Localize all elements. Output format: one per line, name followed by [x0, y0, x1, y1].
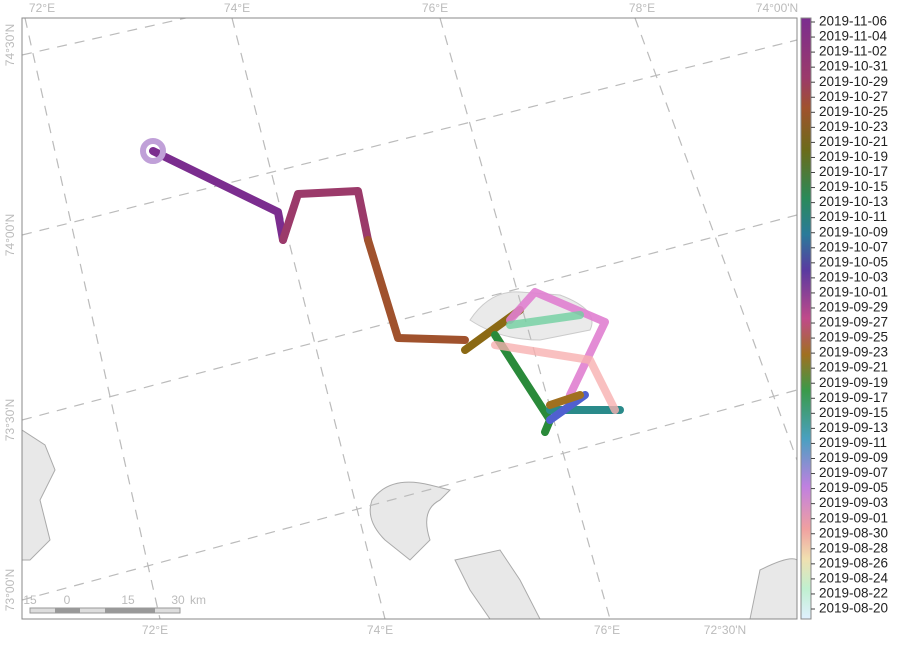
left-label: 73°30'N: [3, 399, 17, 441]
scale-label: 0: [64, 593, 71, 607]
colorbar-label: 2019-09-09: [819, 450, 888, 465]
colorbar-label: 2019-10-03: [819, 269, 888, 284]
left-label: 74°30'N: [3, 24, 17, 66]
colorbar-label: 2019-10-11: [819, 209, 887, 224]
graticule: [22, 18, 797, 619]
colorbar-label: 2019-10-09: [819, 224, 888, 239]
colorbar-label: 2019-09-23: [819, 345, 888, 360]
track: [149, 147, 624, 436]
scale-bar: [29, 607, 181, 614]
colorbar-label: 2019-11-04: [819, 29, 888, 44]
colorbar-label: 2019-08-26: [819, 555, 888, 570]
colorbar-label: 2019-10-17: [819, 164, 888, 179]
colorbar-label: 2019-08-22: [819, 586, 888, 601]
colorbar-label: 2019-08-24: [819, 570, 889, 585]
top-label: 76°E: [422, 1, 448, 15]
colorbar-label: 2019-09-05: [819, 480, 888, 495]
colorbar-label: 2019-09-03: [819, 495, 888, 510]
scale-label: km: [190, 593, 206, 607]
colorbar-label: 2019-09-27: [819, 315, 888, 330]
top-label: 74°E: [224, 1, 250, 15]
colorbar-label: 2019-10-29: [819, 74, 888, 89]
colorbar-label: 2019-09-19: [819, 375, 888, 390]
colorbar-label: 2019-10-21: [819, 134, 888, 149]
colorbar-label: 2019-09-17: [819, 390, 888, 405]
colorbar-label: 2019-10-05: [819, 254, 888, 269]
left-label: 73°00'N: [3, 569, 17, 611]
colorbar-label: 2019-08-20: [819, 601, 888, 616]
colorbar-label: 2019-09-21: [819, 360, 888, 375]
bottom-label: 74°E: [367, 623, 393, 637]
scale-label: 15: [23, 593, 37, 607]
colorbar-label: 2019-09-25: [819, 330, 888, 345]
colorbar-label: 2019-08-30: [819, 525, 888, 540]
colorbar-label: 2019-11-02: [819, 44, 887, 59]
top-label: 78°E: [629, 1, 655, 15]
bottom-label: 72°30'N: [704, 623, 746, 637]
left-label: 74°00'N: [3, 214, 17, 256]
colorbar-label: 2019-09-15: [819, 405, 888, 420]
colorbar-label: 2019-10-23: [819, 119, 888, 134]
colorbar-label: 2019-09-07: [819, 465, 888, 480]
bottom-label: 72°E: [142, 623, 168, 637]
colorbar-label: 2019-10-25: [819, 104, 888, 119]
colorbar-label: 2019-10-15: [819, 179, 888, 194]
map-frame: [21, 17, 798, 620]
colorbar-label: 2019-10-19: [819, 149, 888, 164]
colorbar-label: 2019-09-11: [819, 435, 887, 450]
scale-label: 15: [121, 593, 135, 607]
bottom-label: 76°E: [594, 623, 620, 637]
top-label: 72°E: [29, 1, 55, 15]
map-body: [22, 18, 797, 619]
scale-label: 30: [171, 593, 185, 607]
colorbar-label: 2019-09-01: [819, 510, 888, 525]
colorbar-label: 2019-08-28: [819, 540, 888, 555]
colorbar-label: 2019-10-31: [819, 59, 888, 74]
start-marker: [140, 138, 166, 164]
top-label: 74°00'N: [756, 1, 798, 15]
colorbar-label: 2019-10-27: [819, 89, 888, 104]
colorbar-label: 2019-11-06: [819, 14, 887, 29]
colorbar-label: 2019-09-29: [819, 300, 888, 315]
colorbar: [800, 17, 812, 620]
colorbar-label: 2019-10-07: [819, 239, 888, 254]
colorbar-label: 2019-10-13: [819, 194, 888, 209]
colorbar-label: 2019-10-01: [819, 284, 888, 299]
colorbar-label: 2019-09-13: [819, 420, 888, 435]
